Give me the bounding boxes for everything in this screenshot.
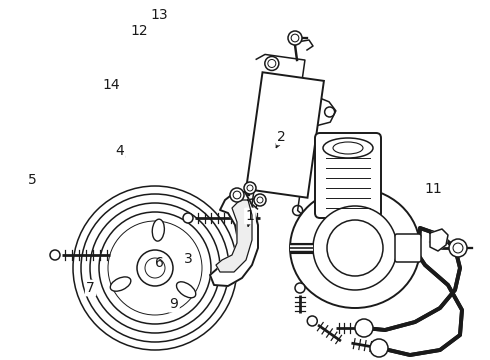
Circle shape	[230, 188, 244, 202]
FancyBboxPatch shape	[315, 133, 381, 218]
Text: 9: 9	[170, 297, 178, 311]
Circle shape	[183, 213, 193, 223]
Polygon shape	[297, 40, 313, 50]
Circle shape	[355, 319, 373, 337]
Text: 3: 3	[184, 252, 193, 266]
Circle shape	[307, 316, 317, 326]
Text: 4: 4	[116, 144, 124, 158]
Circle shape	[265, 57, 279, 71]
Circle shape	[295, 283, 305, 293]
Circle shape	[313, 206, 397, 290]
Circle shape	[137, 250, 173, 286]
Text: 12: 12	[131, 24, 148, 37]
Ellipse shape	[110, 277, 131, 291]
Text: 7: 7	[86, 281, 95, 295]
Polygon shape	[216, 200, 252, 272]
Circle shape	[327, 220, 383, 276]
Text: 13: 13	[150, 8, 168, 22]
Ellipse shape	[152, 219, 164, 241]
Ellipse shape	[176, 282, 196, 298]
Circle shape	[254, 194, 266, 206]
Circle shape	[370, 339, 388, 357]
Circle shape	[247, 199, 257, 209]
Circle shape	[293, 206, 303, 216]
Circle shape	[50, 250, 60, 260]
Circle shape	[288, 31, 302, 45]
Text: 8: 8	[323, 182, 332, 196]
Text: 6: 6	[155, 256, 164, 270]
FancyBboxPatch shape	[395, 234, 421, 262]
Text: 5: 5	[27, 173, 36, 187]
Circle shape	[244, 182, 256, 194]
Text: 11: 11	[425, 182, 442, 196]
Text: 1: 1	[245, 209, 254, 223]
Ellipse shape	[323, 138, 373, 158]
Text: 10: 10	[349, 229, 367, 243]
Text: 14: 14	[103, 78, 121, 91]
Text: 2: 2	[277, 130, 286, 144]
Polygon shape	[430, 229, 448, 251]
Circle shape	[325, 107, 335, 117]
Polygon shape	[246, 72, 324, 198]
Polygon shape	[210, 192, 258, 286]
Circle shape	[449, 239, 467, 257]
Ellipse shape	[290, 188, 420, 308]
